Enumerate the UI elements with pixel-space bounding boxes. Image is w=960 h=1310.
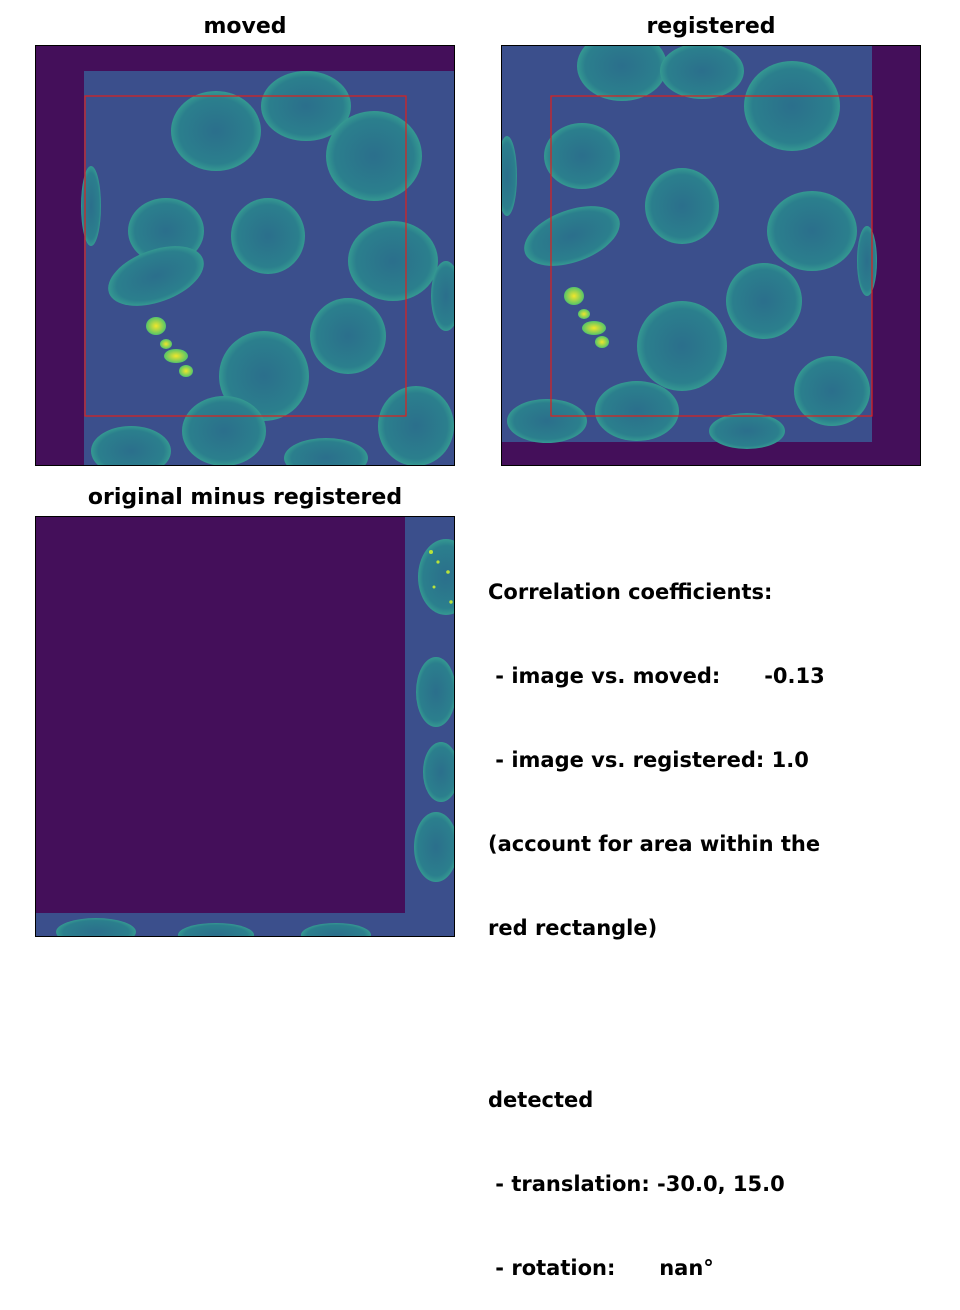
- registered-image-panel: [501, 45, 921, 466]
- detected-translation: - translation: -30.0, 15.0: [488, 1172, 785, 1196]
- difference-title: original minus registered: [87, 485, 403, 510]
- roi-rectangle-moved: [84, 95, 407, 417]
- detected-rotation: - rotation: nan°: [488, 1256, 714, 1280]
- results-text: Correlation coefficients: - image vs. mo…: [488, 522, 825, 1310]
- difference-image-panel: [35, 516, 455, 937]
- correlation-note-line1: (account for area within the: [488, 832, 821, 856]
- registered-image: [502, 46, 920, 465]
- detected-heading: detected: [488, 1088, 594, 1112]
- moved-title: moved: [203, 14, 287, 39]
- roi-rectangle-registered: [550, 95, 873, 417]
- moved-image: [36, 46, 454, 465]
- difference-image: [36, 517, 454, 936]
- correlation-moved: - image vs. moved: -0.13: [488, 664, 825, 688]
- correlation-note-line2: red rectangle): [488, 916, 658, 940]
- moved-image-panel: [35, 45, 455, 466]
- registered-title: registered: [646, 14, 776, 39]
- correlation-registered: - image vs. registered: 1.0: [488, 748, 809, 772]
- correlation-heading: Correlation coefficients:: [488, 580, 773, 604]
